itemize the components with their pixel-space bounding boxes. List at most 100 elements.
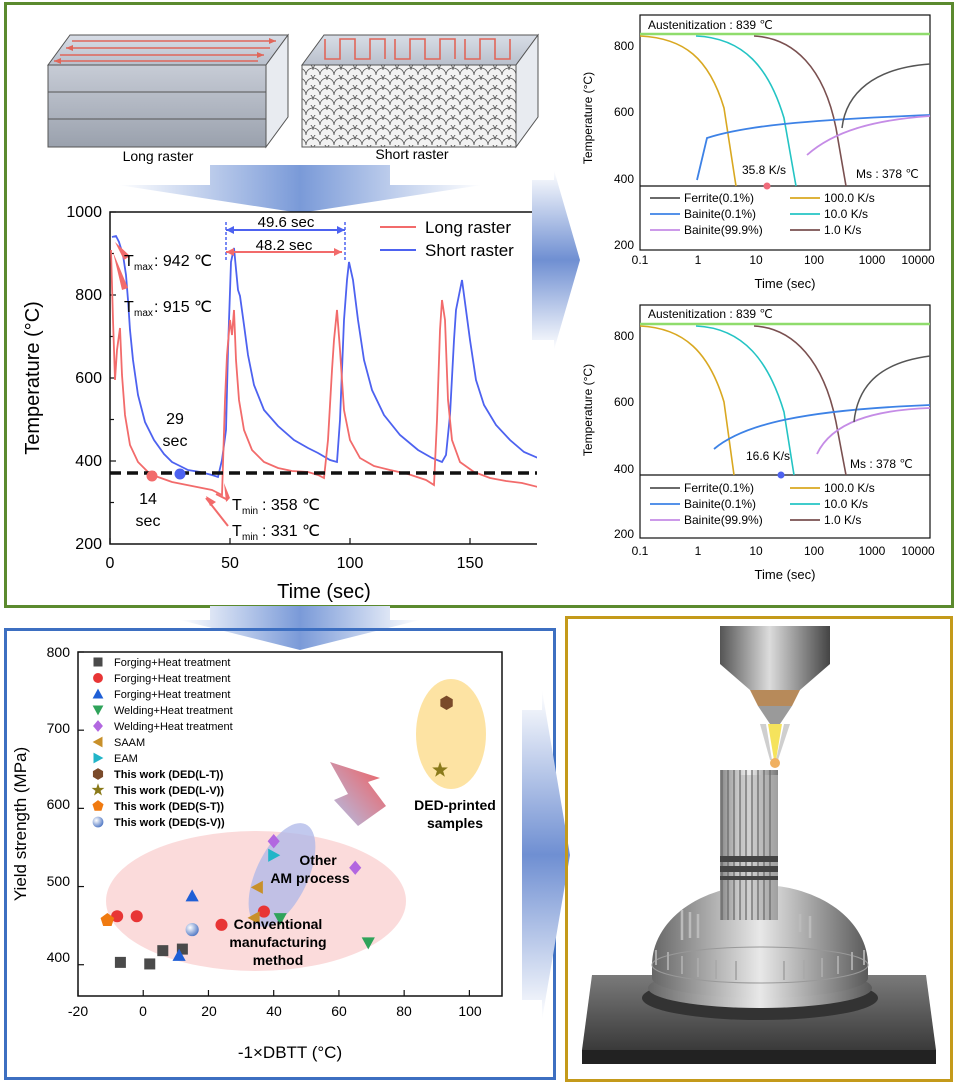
cct-top-xtick: 100 <box>804 253 824 267</box>
conventional-label-3: method <box>253 952 304 968</box>
tmax-long-sub: max <box>134 262 153 273</box>
cct-top-xlabel: Time (sec) <box>755 276 816 291</box>
strength-xtick: 80 <box>396 1003 412 1019</box>
cct-top-xtick: 1 <box>695 253 702 267</box>
thermal-ytick: 1000 <box>66 204 102 221</box>
legend-marker-pentagon <box>92 800 104 811</box>
legend-marker-triangle-right <box>93 752 104 764</box>
cct-top-xtick: 10 <box>749 253 763 267</box>
cct-bottom-rate: 16.6 K/s <box>746 449 790 463</box>
strength-ytick: 800 <box>47 644 71 660</box>
legend-label: Forging+Heat treatment <box>114 657 230 669</box>
strength-xtick: 40 <box>266 1003 282 1019</box>
conventional-label-1: Conventional <box>234 916 323 932</box>
legend-marker-diamond <box>93 720 103 732</box>
cct-bottom-ytick: 200 <box>614 527 634 541</box>
cct-top-legend-item: 10.0 K/s <box>824 207 868 221</box>
tmax-annotations: T max : 942 ℃ T max : 915 ℃ <box>113 242 212 319</box>
cct-top-rate: 35.8 K/s <box>742 163 786 177</box>
legend-label: EAM <box>114 753 138 765</box>
cct-top-xtick: 10000 <box>901 253 935 267</box>
strength-xtick: 100 <box>458 1003 482 1019</box>
cct-bottom-xtick: 10 <box>749 544 763 558</box>
thermal-ytick: 600 <box>75 370 102 387</box>
cct-top-legend-item: Ferrite(0.1%) <box>684 191 754 205</box>
tmin-1-value: : 358 ℃ <box>262 497 320 514</box>
thermal-legend-long: Long raster <box>425 218 511 237</box>
down-arrow-raster <box>118 165 482 213</box>
legend-label: This work (DED(L-T)) <box>114 769 224 781</box>
legend-label: This work (DED(L-V)) <box>114 785 224 797</box>
short-raster-label: Short raster <box>375 146 448 162</box>
cct-bottom-ytick: 600 <box>614 395 634 409</box>
ded-label-2: samples <box>427 815 483 831</box>
strength-legend: Forging+Heat treatment Forging+Heat treat… <box>91 657 233 829</box>
thermal-xtick: 100 <box>337 555 364 572</box>
data-point-diamond <box>349 860 362 875</box>
thermal-ylabel: Temperature (°C) <box>22 301 44 455</box>
tmin-1-sub: min <box>242 506 258 517</box>
strength-ytick: 500 <box>47 873 71 889</box>
thermal-xlabel: Time (sec) <box>277 581 371 603</box>
legend-label: Welding+Heat treatment <box>114 721 233 733</box>
cct-bottom-ytick: 400 <box>614 462 634 476</box>
legend-label: SAAM <box>114 737 145 749</box>
cct-top-legend-item: Bainite(99.9%) <box>684 223 763 237</box>
data-point-circle <box>130 910 143 923</box>
data-point-triangle-left <box>247 911 260 925</box>
legend-marker-hexagon <box>92 768 104 780</box>
thermal-xtick: 150 <box>457 555 484 572</box>
cct-top-xtick: 0.1 <box>632 253 649 267</box>
legend-marker-sphere <box>92 816 104 828</box>
data-point-diamond <box>267 834 280 849</box>
other-am-region <box>248 823 316 927</box>
right-arrow-cct <box>532 170 580 350</box>
ded-process-panel <box>565 616 953 1082</box>
label-29: 29 <box>166 411 184 428</box>
cct-bottom-legend-item: Bainite(99.9%) <box>684 513 763 527</box>
cct-bottom-ytick: 800 <box>614 329 634 343</box>
interval-short-label: 49.6 sec <box>258 214 315 231</box>
tmin-annotations: T min : 358 ℃ T min : 331 ℃ <box>205 483 320 543</box>
tmax-long-symbol: T <box>124 253 134 270</box>
interval-long-label: 48.2 sec <box>256 237 313 254</box>
tmax-short-value: : 915 ℃ <box>154 299 212 316</box>
strength-xtick: -20 <box>68 1003 88 1019</box>
data-point-triangle-down <box>361 937 375 950</box>
label-29-sec: sec <box>163 433 188 450</box>
long-raster-label: Long raster <box>123 148 194 164</box>
short-raster-dot <box>174 468 186 480</box>
strength-ytick: 400 <box>47 949 71 965</box>
tmax-short-symbol: T <box>124 299 134 316</box>
printed-columns <box>720 770 778 920</box>
improvement-arrow <box>330 762 386 826</box>
cct-bottom-legend-item: 1.0 K/s <box>824 513 861 527</box>
data-point-hexagon <box>440 695 453 710</box>
strength-ylabel: Yield strength (MPa) <box>11 747 30 901</box>
other-am-label-2: AM process <box>270 870 350 886</box>
short-raster-block <box>301 33 539 149</box>
short-raster-curve <box>111 234 537 479</box>
interval-long: 48.2 sec <box>226 237 342 256</box>
legend-label: This work (DED(S-V)) <box>114 817 225 829</box>
strength-ytick: 700 <box>47 720 71 736</box>
cct-bottom-legend-item: 100.0 K/s <box>824 481 875 495</box>
thermal-history-panel <box>4 2 954 608</box>
cct-top-legend-item: 100.0 K/s <box>824 191 875 205</box>
cct-top-title: Austenitization : 839 ℃ <box>648 18 773 32</box>
data-point-triangle-left <box>250 880 263 894</box>
ded-label-1: DED-printed <box>414 797 496 813</box>
other-am-label-1: Other <box>299 852 337 868</box>
strength-ytick: 600 <box>47 796 71 812</box>
cct-bottom-xtick: 0.1 <box>632 544 649 558</box>
data-point-square <box>176 943 188 955</box>
cct-bottom-xlabel: Time (sec) <box>755 567 816 582</box>
cct-top-ytick: 400 <box>614 172 634 186</box>
data-point-circle <box>257 905 270 918</box>
cct-top-ytick: 200 <box>614 238 634 252</box>
legend-label: Forging+Heat treatment <box>114 673 230 685</box>
cct-bottom-ylabel: Temperature (°C) <box>581 364 595 456</box>
data-point-triangle-up <box>172 948 186 961</box>
data-point-triangle-right <box>268 848 281 862</box>
strength-dbtt-chart: Forging+Heat treatment Forging+Heat treat… <box>11 644 503 1062</box>
